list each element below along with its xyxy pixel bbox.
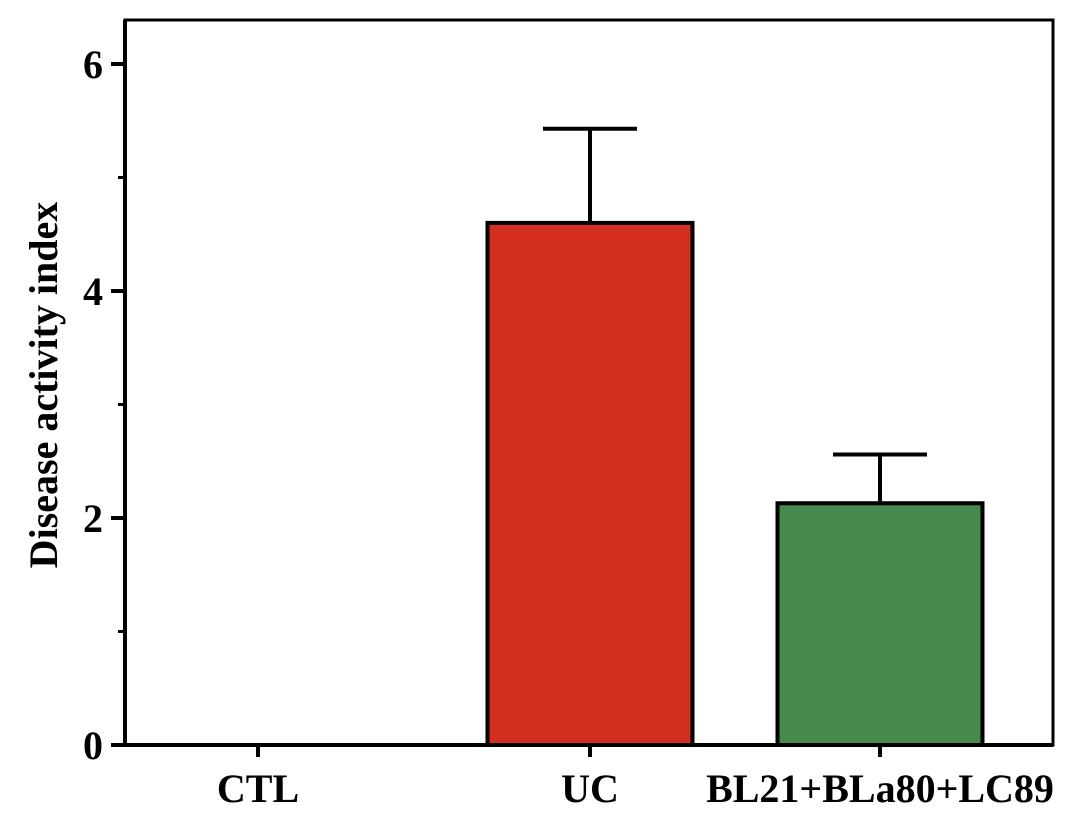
y-tick-label: 6 — [83, 42, 103, 87]
bar-bl21-bla80-lc89 — [775, 501, 985, 747]
bar-uc — [485, 220, 695, 747]
y-tick-label: 4 — [83, 269, 103, 314]
error-bars — [543, 126, 927, 504]
y-axis-title: Disease activity index — [21, 202, 66, 569]
y-tick-label: 2 — [83, 496, 103, 541]
x-tick-label: CTL — [217, 766, 299, 811]
x-axis: CTL UC BL21+BLa80+LC89 — [111, 743, 1054, 811]
y-axis: 0 2 4 6 — [83, 20, 127, 768]
y-tick-label: 0 — [83, 723, 103, 768]
bars — [485, 220, 985, 747]
x-tick-label: BL21+BLa80+LC89 — [706, 766, 1054, 811]
x-tick-label: UC — [561, 766, 619, 811]
